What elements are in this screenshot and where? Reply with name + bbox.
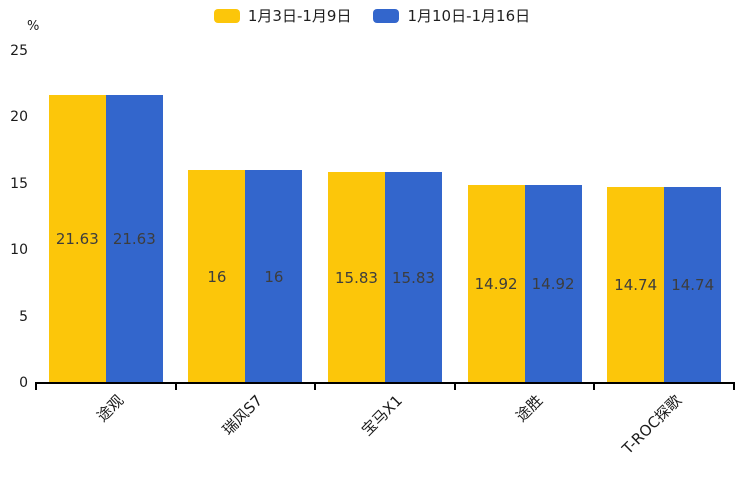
x-axis-line [35,382,735,384]
bar-value-label: 15.83 [335,268,378,287]
y-axis-tick-label: 5 [19,308,28,325]
bar-series2-途观 [105,95,163,383]
bar-value-label: 15.83 [392,268,435,287]
bar-value-label: 21.63 [112,230,156,249]
bar-series1-T-ROC探歌 [607,186,665,383]
x-axis-tick [314,384,317,390]
legend-item-label: 1月10日-1月16日 [407,7,531,25]
y-axis-tick-label: 20 [10,109,28,125]
legend-swatch-icon [373,9,400,23]
bar-value-label: 14.74 [671,275,715,294]
x-axis-tick [593,384,596,390]
bar-series1-宝马X1 [328,172,385,383]
y-axis-tick-label: 0 [19,375,28,391]
bar-value-label: 21.63 [55,230,99,249]
bar-value-label: 14.74 [614,275,658,294]
bar-series1-途观 [48,95,106,383]
bar-value-label: 14.92 [531,274,575,293]
x-axis-tick [453,384,456,390]
y-axis-tick-label: 10 [10,242,28,258]
bar-series2-T-ROC探歌 [664,186,722,383]
legend: 1月3日-1月9日 1月10日-1月16日 [0,6,744,26]
bar-series2-宝马X1 [385,172,442,383]
x-axis-category-label: 瑞风S7 [219,391,267,439]
y-axis-unit-label: % [27,19,40,34]
x-axis-tick [174,384,177,390]
bar-value-label: 16 [207,267,227,286]
x-axis-tick [35,384,37,390]
x-axis-tick [733,384,735,390]
x-axis-category-label: 途胜 [511,391,546,426]
bar-series2-瑞风S7 [245,170,303,383]
bar-series1-瑞风S7 [188,170,246,383]
bar-value-label: 14.92 [474,274,518,293]
legend-item-label: 1月3日-1月9日 [247,7,352,25]
bar-series1-途胜 [467,184,525,383]
y-axis-tick-label: 15 [10,175,28,192]
legend-swatch-icon [213,9,240,23]
legend-item-series1[interactable]: 1月3日-1月9日 [213,6,352,26]
y-axis-tick-label: 25 [10,42,28,59]
x-axis-category-label: T-ROC探歌 [618,391,686,458]
bar-value-label: 16 [264,267,284,286]
bar-series2-途胜 [524,184,582,383]
x-axis-category-label: 途观 [93,391,127,426]
x-axis-category-label: 宝马X1 [358,391,407,440]
legend-item-series2[interactable]: 1月10日-1月16日 [373,6,530,26]
